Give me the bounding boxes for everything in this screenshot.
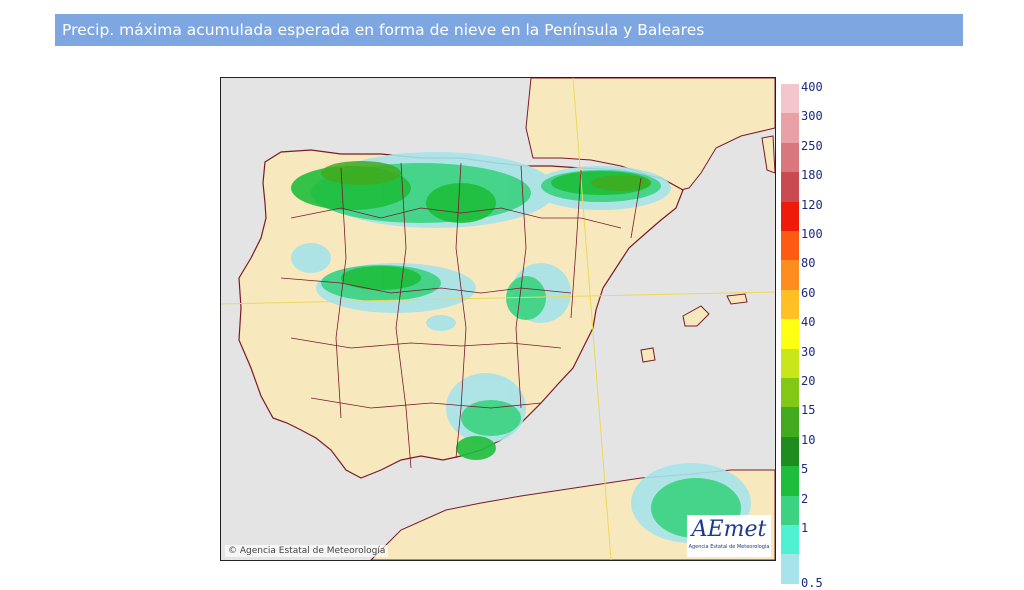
menorca — [726, 293, 748, 305]
legend-label: 300 — [801, 109, 823, 124]
legend-item: 180 — [781, 168, 841, 202]
legend-swatch — [781, 495, 799, 525]
legend-label: 250 — [801, 138, 823, 153]
legend-item: 120 — [781, 198, 841, 231]
legend-label: 100 — [801, 227, 823, 241]
legend-item: 1 — [781, 521, 841, 555]
legend-swatch — [781, 407, 799, 437]
legend-swatch — [781, 436, 799, 467]
legend-label: 120 — [801, 197, 823, 212]
map-canvas — [221, 78, 775, 560]
legend-label: 15 — [801, 403, 816, 418]
legend-label: 0.5 — [801, 575, 823, 590]
legend-item: 5 — [781, 462, 841, 496]
legend-swatch — [781, 554, 799, 584]
page-title: Precip. máxima acumulada esperada en for… — [62, 21, 705, 39]
legend-item: 10 — [781, 433, 841, 467]
legend-item: 300 — [781, 109, 841, 143]
color-scale-legend: 400 300 250 180 120 100 80 60 40 30 20 15 10 5 2 1 0.5 — [781, 80, 841, 590]
snow-precipitation-map: © Agencia Estatal de Meteorología AEmet … — [220, 77, 776, 561]
legend-label: 180 — [801, 168, 823, 183]
legend-swatch — [781, 84, 799, 114]
legend-item: 250 — [781, 139, 841, 173]
legend-label: 30 — [801, 344, 816, 359]
legend-label: 20 — [801, 374, 816, 388]
legend-label: 40 — [801, 315, 816, 330]
legend-item: 0.5 — [781, 554, 841, 590]
legend-swatch — [781, 378, 799, 408]
aemet-logo: AEmet Agencia Estatal de Meteorología — [687, 515, 771, 557]
title-bar: Precip. máxima acumulada esperada en for… — [55, 14, 963, 46]
legend-swatch — [781, 142, 799, 173]
corsica-land — [761, 135, 775, 174]
legend-label: 60 — [801, 285, 816, 300]
snow-layer-15 — [321, 161, 651, 191]
legend-swatch — [781, 172, 799, 202]
legend-swatch — [781, 201, 799, 231]
logo-subtitle: Agencia Estatal de Meteorología — [688, 544, 770, 550]
graticule — [221, 78, 775, 560]
legend-label: 400 — [801, 80, 823, 94]
legend-item: 15 — [781, 403, 841, 437]
legend-swatch — [781, 466, 799, 496]
legend-swatch — [781, 260, 799, 290]
legend-swatch — [781, 231, 799, 261]
legend-label: 2 — [801, 491, 809, 506]
legend-item: 40 — [781, 315, 841, 349]
legend-label: 5 — [801, 462, 809, 477]
legend-swatch — [781, 289, 799, 320]
legend-label: 80 — [801, 256, 816, 271]
legend-swatch — [781, 113, 799, 143]
iberian-peninsula-land — [238, 149, 684, 479]
province-borders — [280, 162, 642, 469]
legend-label: 10 — [801, 432, 816, 447]
legend-item: 20 — [781, 374, 841, 408]
legend-swatch — [781, 348, 799, 378]
legend-swatch — [781, 319, 799, 349]
legend-item: 60 — [781, 286, 841, 320]
legend-item: 80 — [781, 256, 841, 290]
legend-item: 2 — [781, 492, 841, 525]
legend-item: 400 — [781, 80, 841, 114]
legend-item: 100 — [781, 227, 841, 261]
legend-swatch — [781, 525, 799, 555]
legend-label: 1 — [801, 521, 809, 535]
legend-item: 30 — [781, 345, 841, 378]
ibiza — [640, 347, 656, 363]
copyright-notice: © Agencia Estatal de Meteorología — [225, 545, 389, 557]
mallorca — [682, 305, 710, 327]
logo-text: AEmet — [691, 517, 767, 542]
